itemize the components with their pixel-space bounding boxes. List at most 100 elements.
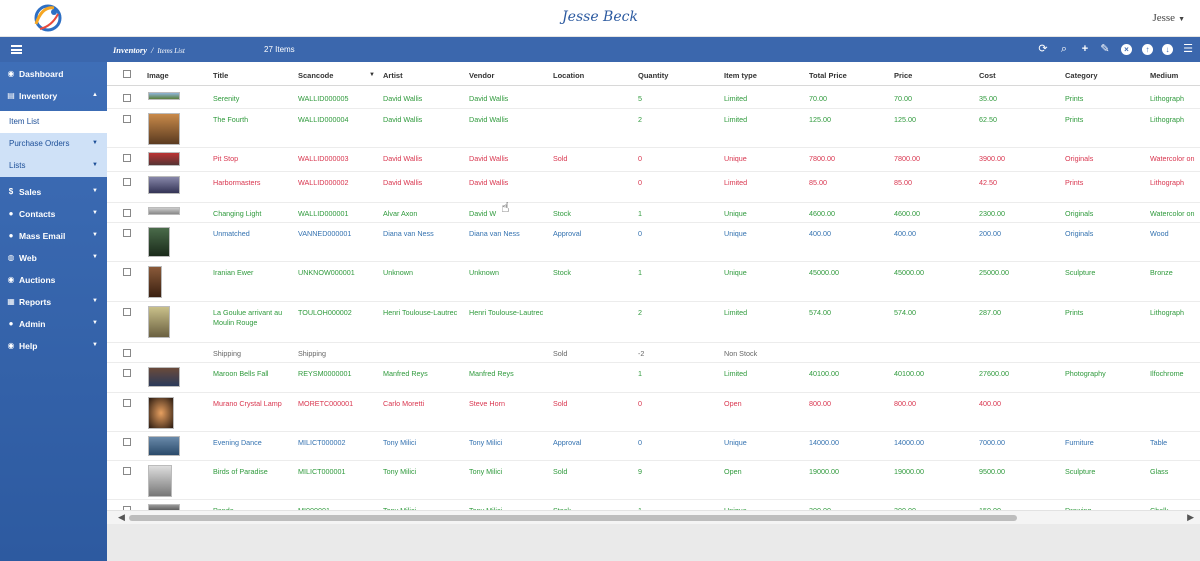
table-row[interactable]: Maroon Bells Fall REYSM0000001 Manfred Rey… [107,363,1200,393]
item-thumbnail[interactable] [148,227,170,257]
sidebar-item-web[interactable]: ◍ Web ▼ [0,247,107,269]
horizontal-scrollbar[interactable]: ◀ ▶ [107,510,1200,524]
cell-title[interactable]: Changing Light [213,209,262,218]
row-checkbox[interactable] [123,209,131,217]
cell-title[interactable]: Serenity [213,94,240,103]
row-checkbox[interactable] [123,268,131,276]
sidebar-item-dashboard[interactable]: ◉ Dashboard [0,63,107,85]
column-header-quantity[interactable]: Quantity [638,71,669,80]
column-header-title[interactable]: Title [213,71,229,80]
table-row[interactable]: Unmatched VANNED000001 Diana van Ness Diana… [107,223,1200,262]
scroll-right-icon[interactable]: ▶ [1187,512,1194,522]
column-header-cost[interactable]: Cost [979,71,996,80]
item-thumbnail[interactable] [148,266,162,298]
inventory-icon: ▤ [7,91,15,100]
list-view-icon[interactable]: ☰ [1183,43,1193,55]
column-header-artist[interactable]: Artist [383,71,403,80]
table-row[interactable]: Iranian Ewer UNKNOW000001 Unknown Unknown St… [107,262,1200,302]
row-checkbox[interactable] [123,154,131,162]
sidebar-item-auctions[interactable]: ◉ Auctions [0,269,107,291]
refresh-icon[interactable]: ⟳ [1038,43,1048,55]
row-checkbox[interactable] [123,349,131,357]
sidebar-item-admin[interactable]: ● Admin ▼ [0,313,107,335]
item-thumbnail[interactable] [148,176,180,194]
item-thumbnail[interactable] [148,504,180,510]
cell-title[interactable]: The Fourth [213,115,249,124]
sidebar-subitem-purchase-orders[interactable]: Purchase Orders ▼ [0,133,107,155]
table-row[interactable]: Evening Dance MILICT000002 Tony Milici Tony… [107,432,1200,461]
row-checkbox[interactable] [123,178,131,186]
add-icon[interactable]: + [1081,43,1089,55]
table-row[interactable]: Murano Crystal Lamp MORETC000001 Carlo Mor… [107,393,1200,432]
cell-title[interactable]: Shipping [213,349,241,358]
cell-title[interactable]: Iranian Ewer [213,268,254,277]
column-header-medium[interactable]: Medium [1150,71,1179,80]
breadcrumb-inventory[interactable]: Inventory [113,45,147,55]
column-header-category[interactable]: Category [1065,71,1098,80]
table-row[interactable]: Harbormasters WALLID000002 David Wallis Dav… [107,172,1200,203]
scrollbar-thumb[interactable] [129,515,1017,521]
item-thumbnail[interactable] [148,113,180,145]
sidebar-subitem-item-list[interactable]: Item List [0,111,107,133]
column-header-scancode[interactable]: Scancode [298,71,334,80]
item-thumbnail[interactable] [148,207,180,215]
row-checkbox[interactable] [123,229,131,237]
table-row[interactable]: The Fourth WALLID000004 David Wallis David … [107,109,1200,148]
cell-title[interactable]: Harbormasters [213,178,261,187]
row-checkbox[interactable] [123,506,131,510]
cell-title[interactable]: La Goulue arrivant au Moulin Rouge [213,308,283,327]
row-checkbox[interactable] [123,94,131,102]
column-header-vendor[interactable]: Vendor [469,71,495,80]
sidebar-item-help[interactable]: ◉ Help ▼ [0,335,107,357]
menu-icon[interactable] [11,45,22,54]
cell-title[interactable]: Pando [213,506,234,510]
column-header-item-type[interactable]: Item type [724,71,757,80]
column-header-location[interactable]: Location [553,71,585,80]
table-row[interactable]: La Goulue arrivant au Moulin Rouge TOULOH… [107,302,1200,343]
item-thumbnail[interactable] [148,436,180,456]
upload-icon[interactable]: ↑ [1142,44,1153,55]
edit-icon[interactable]: ✎ [1100,43,1110,55]
cell-title[interactable]: Pit Stop [213,154,239,163]
sidebar-item-sales[interactable]: $ Sales ▼ [0,181,107,203]
row-checkbox[interactable] [123,308,131,316]
sidebar-item-mass-email[interactable]: ● Mass Email ▼ [0,225,107,247]
cell-title[interactable]: Unmatched [213,229,250,238]
item-thumbnail[interactable] [148,465,172,497]
row-checkbox[interactable] [123,438,131,446]
user-menu[interactable]: Jesse ▼ [1152,12,1185,24]
cell-title[interactable]: Evening Dance [213,438,262,447]
sidebar-subitem-lists[interactable]: Lists ▼ [0,155,107,177]
row-checkbox[interactable] [123,115,131,123]
row-checkbox[interactable] [123,369,131,377]
column-header-image[interactable]: Image [147,71,169,80]
row-checkbox[interactable] [123,399,131,407]
search-icon[interactable]: ⌕ [1060,43,1068,55]
cell-title[interactable]: Murano Crystal Lamp [213,399,282,408]
item-thumbnail[interactable] [148,92,180,100]
sort-desc-icon[interactable]: ▼ [369,72,375,78]
item-thumbnail[interactable] [148,367,180,387]
sidebar-item-contacts[interactable]: ● Contacts ▼ [0,203,107,225]
delete-icon[interactable]: × [1121,44,1132,55]
scroll-left-icon[interactable]: ◀ [118,512,125,522]
item-thumbnail[interactable] [148,397,174,429]
table-row[interactable]: Pit Stop WALLID000003 David Wallis David Wa… [107,148,1200,172]
cell-title[interactable]: Birds of Paradise [213,467,268,476]
select-all-checkbox[interactable] [123,70,131,78]
column-header-total-price[interactable]: Total Price [809,71,847,80]
cell-title[interactable]: Maroon Bells Fall [213,369,269,378]
item-thumbnail[interactable] [148,306,170,338]
sidebar-item-inventory[interactable]: ▤ Inventory ▲ [0,85,107,107]
table-row[interactable]: Birds of Paradise MILICT000001 Tony Milici… [107,461,1200,500]
row-checkbox[interactable] [123,467,131,475]
download-icon[interactable]: ↓ [1162,44,1173,55]
company-logo[interactable] [28,2,68,34]
sidebar-item-reports[interactable]: ▦ Reports ▼ [0,291,107,313]
column-header-price[interactable]: Price [894,71,913,80]
item-thumbnail[interactable] [148,152,180,166]
table-row[interactable]: Serenity WALLID000005 David Wallis David Wa… [107,88,1200,109]
table-row[interactable]: Pando MI000001 Tony Milici Tony Milici Stock… [107,500,1200,510]
table-row[interactable]: Changing Light WALLID000001 Alvar Axon Davi… [107,203,1200,223]
table-row[interactable]: Shipping Shipping Sold -2 Non Stock [107,343,1200,363]
